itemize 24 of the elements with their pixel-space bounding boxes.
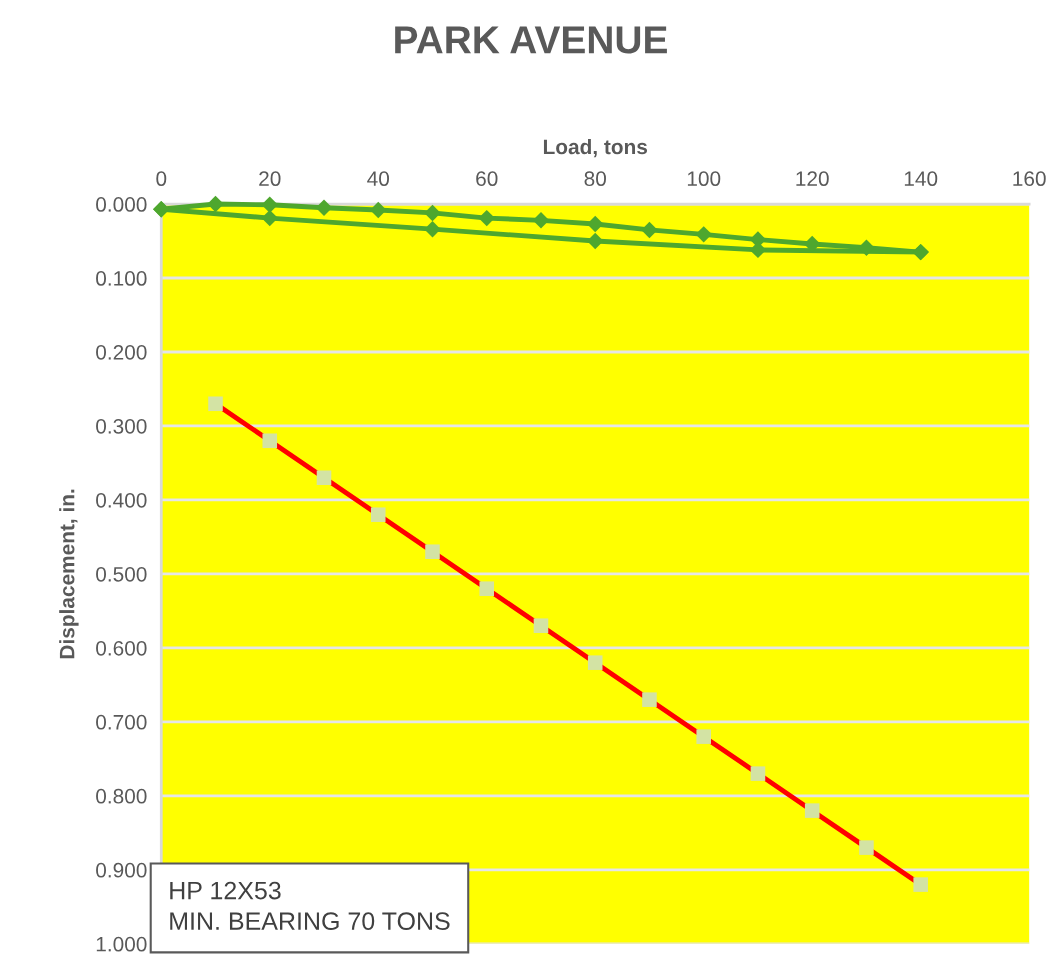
annotation: HP 12X53 MIN. BEARING 70 TONS (170, 881, 450, 930)
x-tick-label: 20 (259, 171, 281, 187)
x-tick-label: 40 (367, 171, 390, 187)
y-tick-label: 0.100 (96, 271, 147, 286)
y-tick-label: 0.800 (96, 788, 147, 804)
y-tick-label: 0.700 (96, 714, 147, 730)
y-tick-label: 0.000 (96, 197, 147, 212)
x-tick-label: 0 (156, 171, 167, 187)
chart-title: PARK AVENUE (395, 26, 667, 54)
y-tick-label: 0.300 (96, 418, 147, 434)
x-tick-label: 80 (584, 171, 606, 187)
y-tick-label: 0.400 (96, 492, 147, 508)
y-axis-title: Displacement, in. (59, 489, 79, 659)
y-tick-label: 0.900 (96, 862, 147, 878)
y-tick-label: 1.000 (96, 936, 147, 952)
x-tick-label: 120 (796, 171, 829, 187)
x-tick-label: 160 (1013, 171, 1046, 187)
x-tick-label: 140 (904, 171, 938, 187)
y-tick-label: 0.600 (96, 640, 147, 656)
y-tick-label: 0.200 (96, 344, 147, 360)
x-tick-label: 100 (687, 171, 721, 187)
y-tick-label: 0.500 (96, 566, 147, 582)
x-axis-title: Load, tons (543, 138, 648, 158)
x-tick-label: 60 (476, 171, 498, 187)
